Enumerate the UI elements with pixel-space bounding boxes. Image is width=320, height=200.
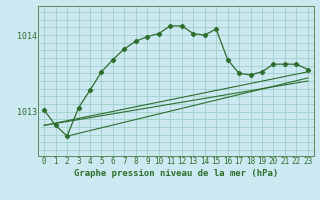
X-axis label: Graphe pression niveau de la mer (hPa): Graphe pression niveau de la mer (hPa) — [74, 169, 278, 178]
